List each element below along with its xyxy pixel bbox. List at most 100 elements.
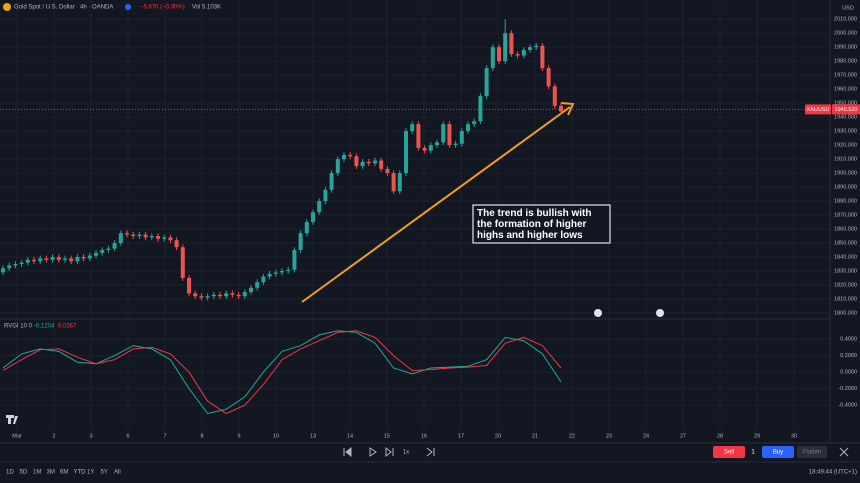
annotation-line: The trend is bullish with the formation o… bbox=[477, 208, 591, 241]
candle-body bbox=[242, 291, 247, 297]
candle-body bbox=[280, 271, 284, 273]
candle-body bbox=[453, 143, 458, 146]
candle-body bbox=[441, 124, 446, 143]
candle-body bbox=[286, 269, 291, 272]
candle-body bbox=[298, 233, 303, 251]
flatten-button[interactable] bbox=[797, 446, 827, 458]
price-tick-label: 1850.000 bbox=[834, 240, 857, 246]
candle-body bbox=[490, 47, 495, 69]
replay-play[interactable] bbox=[369, 447, 377, 457]
price-tick-label: 1990.000 bbox=[834, 45, 857, 51]
candle-body bbox=[422, 147, 427, 151]
arrow-head bbox=[560, 102, 575, 116]
quantity[interactable]: 1 bbox=[751, 450, 755, 456]
candle-body bbox=[56, 257, 61, 260]
range-button[interactable]: 1D bbox=[6, 470, 14, 476]
time-label: 15 bbox=[384, 433, 390, 439]
price-tick-label: 1980.000 bbox=[834, 59, 857, 65]
candle-body bbox=[261, 276, 266, 283]
currency[interactable]: USD bbox=[842, 5, 854, 11]
range-button[interactable]: YTD bbox=[74, 470, 87, 476]
candle-body bbox=[94, 252, 98, 256]
candle-body bbox=[211, 294, 216, 297]
candle-body bbox=[503, 33, 508, 62]
candle-body bbox=[32, 259, 36, 262]
symbol[interactable]: Gold Spot / U.S. Dollar · 4h · OANDA bbox=[14, 5, 113, 11]
buy-button[interactable] bbox=[762, 446, 794, 458]
indicator-reading: 0.0367 bbox=[58, 324, 77, 330]
time-label: 8 bbox=[200, 433, 203, 439]
sell-button[interactable] bbox=[713, 446, 745, 458]
event-flag[interactable] bbox=[594, 309, 602, 317]
candle-body bbox=[385, 168, 390, 174]
range-button[interactable]: 1Y bbox=[87, 470, 94, 476]
annotation-box[interactable] bbox=[472, 204, 611, 244]
candle-body bbox=[149, 236, 154, 238]
candle-body bbox=[447, 124, 452, 146]
time-label: 22 bbox=[569, 433, 575, 439]
candle-body bbox=[397, 173, 402, 192]
candle-body bbox=[25, 259, 30, 263]
symbol-tag-label: XAUUSD bbox=[807, 107, 830, 113]
range-button[interactable]: All bbox=[114, 470, 121, 476]
time-label: 17 bbox=[458, 433, 464, 439]
status-dot bbox=[125, 4, 131, 10]
replay-speed[interactable]: 1x bbox=[403, 450, 409, 456]
time-label: 21 bbox=[532, 433, 538, 439]
candle-body bbox=[273, 272, 278, 274]
candle-body bbox=[559, 105, 563, 112]
event-flag[interactable] bbox=[656, 309, 664, 317]
time-label: 10 bbox=[273, 433, 279, 439]
candle-body bbox=[1, 268, 5, 273]
buy-label: Buy bbox=[773, 450, 783, 456]
candle-body bbox=[205, 296, 210, 298]
range-button[interactable]: 1M bbox=[33, 470, 41, 476]
price-tag-label: 1945.520 bbox=[835, 107, 858, 113]
candle-body bbox=[509, 33, 514, 55]
candle-body bbox=[13, 264, 18, 266]
price-tick-label: 1870.000 bbox=[834, 212, 857, 218]
price-tick-label: 1900.000 bbox=[834, 171, 857, 177]
price-tag bbox=[832, 104, 860, 115]
time-label: Mar bbox=[12, 433, 22, 439]
flatten-label: Flatten bbox=[803, 450, 821, 456]
price-tick-label: 1970.000 bbox=[834, 73, 857, 79]
time-label: 28 bbox=[717, 433, 723, 439]
price-tick-label: 1910.000 bbox=[834, 157, 857, 163]
replay-step[interactable] bbox=[385, 446, 394, 458]
indicator-title: RVGI 10 0 bbox=[4, 324, 33, 330]
candle-body bbox=[335, 159, 340, 174]
candle-body bbox=[199, 296, 204, 298]
candle-body bbox=[44, 258, 49, 260]
range-button[interactable]: 6M bbox=[60, 470, 68, 476]
candle-body bbox=[7, 265, 12, 269]
candle-body bbox=[342, 154, 346, 160]
trend-arrow[interactable] bbox=[301, 106, 571, 303]
close-icon[interactable] bbox=[839, 447, 849, 457]
sell-label: Sell bbox=[724, 450, 734, 456]
candle-body bbox=[311, 212, 315, 223]
candle-body bbox=[323, 189, 328, 202]
candle-body bbox=[81, 257, 86, 259]
symbol-icon bbox=[3, 3, 11, 11]
candle-body bbox=[459, 131, 464, 144]
range-button[interactable]: 5Y bbox=[101, 470, 108, 476]
candle-body bbox=[174, 240, 179, 248]
time-label: 30 bbox=[791, 433, 797, 439]
price-tick-label: 1830.000 bbox=[834, 268, 857, 274]
replay-back[interactable] bbox=[343, 446, 352, 458]
candle-body bbox=[50, 257, 55, 260]
replay-end[interactable] bbox=[426, 447, 435, 457]
price-tick-label: 1920.000 bbox=[834, 143, 857, 149]
time-label: 13 bbox=[310, 433, 316, 439]
candle-body bbox=[484, 68, 489, 97]
range-button[interactable]: 3M bbox=[47, 470, 55, 476]
price-tick-label: 1880.000 bbox=[834, 199, 857, 205]
price-tick-label: 1950.000 bbox=[834, 101, 857, 107]
time-label: 20 bbox=[495, 433, 501, 439]
clock: 18:49:44 (UTC+1) bbox=[809, 470, 857, 476]
candle-body bbox=[379, 160, 384, 169]
range-button[interactable]: 5D bbox=[20, 470, 28, 476]
candle-body bbox=[131, 234, 136, 237]
